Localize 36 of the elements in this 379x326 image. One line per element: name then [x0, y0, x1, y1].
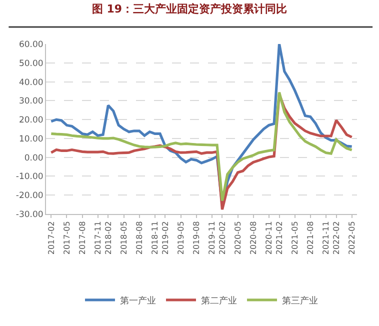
- x-tick-label: 2019-08: [192, 221, 201, 255]
- x-tick-label: 2020-11: [264, 221, 274, 255]
- x-tick-label: 2019-02: [160, 221, 170, 255]
- y-tick-label: 0.00: [24, 153, 44, 164]
- x-tick-label: 2020-05: [233, 221, 242, 255]
- legend-label: 第一产业: [120, 295, 156, 306]
- x-tick-label: 2017-05: [62, 221, 72, 255]
- x-tick-label: 2022-05: [347, 221, 356, 255]
- x-tick-label: 2021-11: [322, 221, 330, 255]
- x-tick-label: 2022-02: [332, 221, 341, 255]
- x-tick-label: 2017-08: [78, 221, 87, 255]
- legend-label: 第三产业: [282, 295, 318, 306]
- y-tick-label: -20.00: [16, 191, 44, 202]
- x-tick-label: 2020-08: [248, 221, 258, 255]
- x-tick-label: 2021-02: [274, 221, 284, 255]
- x-tick-label: 2018-02: [104, 221, 113, 255]
- y-tick-label: -10.00: [16, 172, 44, 182]
- x-tick-label: 2021-08: [306, 221, 315, 255]
- x-tick-label: 2021-05: [290, 221, 300, 255]
- y-tick-label: 20.00: [18, 116, 44, 126]
- legend-label: 第二产业: [201, 295, 237, 306]
- chart-title: 图 19：三大产业固定资产投资累计同比: [92, 2, 288, 16]
- x-tick-label: 2020-02: [218, 221, 227, 255]
- x-tick-label: 2017-02: [46, 221, 56, 255]
- y-tick-label: 10.00: [18, 134, 44, 144]
- x-tick-label: 2019-11: [207, 221, 216, 255]
- y-tick-label: 50.00: [18, 58, 44, 69]
- x-tick-label: 2019-05: [176, 221, 186, 255]
- x-tick-label: 2018-11: [150, 221, 160, 255]
- x-tick-label: 2018-05: [119, 221, 128, 255]
- y-tick-label: 60.00: [18, 40, 44, 50]
- y-tick-label: -30.00: [16, 210, 44, 220]
- y-tick-label: 40.00: [18, 78, 44, 88]
- x-tick-label: 2018-08: [134, 221, 144, 255]
- y-tick-label: 30.00: [18, 96, 44, 107]
- x-tick-label: 2017-11: [93, 221, 102, 255]
